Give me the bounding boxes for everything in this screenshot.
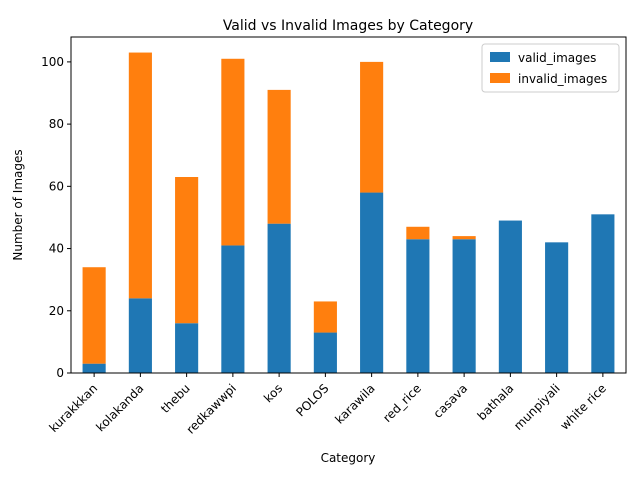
legend: valid_images invalid_images [481, 43, 620, 93]
x-tick-label: munpiyali [511, 381, 563, 433]
bar-valid_images-2 [175, 323, 199, 373]
y-tick-label: 40 [49, 242, 64, 256]
bar-invalid_images-0 [82, 267, 106, 364]
bar-valid_images-4 [267, 223, 291, 373]
y-tick-label: 100 [41, 55, 64, 69]
x-tick-label: kurakkkan [46, 381, 100, 435]
x-tick-label: POLOS [293, 381, 331, 419]
chart-title: Valid vs Invalid Images by Category [223, 18, 473, 34]
bar-valid_images-1 [128, 298, 152, 373]
bar-valid_images-9 [498, 220, 522, 373]
plot-area [82, 52, 615, 373]
y-axis: 0 20 40 60 80 100 [41, 55, 71, 380]
x-tick-label: bathala [475, 381, 517, 423]
bar-valid_images-10 [545, 242, 569, 373]
bar-valid_images-11 [591, 214, 615, 373]
bar-valid_images-7 [406, 239, 430, 373]
y-tick-label: 0 [56, 366, 64, 380]
bar-invalid_images-4 [267, 89, 291, 224]
bar-invalid_images-7 [406, 226, 430, 240]
bar-invalid_images-8 [452, 236, 476, 240]
bar-invalid_images-5 [313, 301, 337, 333]
legend-swatch-invalid_images [490, 73, 510, 83]
bar-valid_images-5 [313, 332, 337, 373]
y-tick-label: 80 [49, 117, 64, 131]
bar-invalid_images-1 [128, 52, 152, 299]
y-tick-label: 60 [49, 179, 64, 193]
bar-valid_images-6 [360, 192, 384, 373]
x-tick-label: kos [261, 381, 285, 405]
plot-frame [70, 36, 627, 374]
legend-swatch-valid_images [490, 52, 510, 62]
legend-label-invalid_images: invalid_images [518, 72, 607, 86]
x-axis-label: Category [321, 451, 376, 465]
bar-invalid_images-2 [175, 177, 199, 324]
y-axis-label: Number of Images [11, 149, 25, 260]
x-tick-label: casava [431, 381, 471, 421]
y-tick-label: 20 [49, 304, 64, 318]
x-tick-label: white rice [557, 381, 609, 433]
x-tick-label: karawila [332, 381, 377, 426]
x-tick-label: thebu [158, 381, 193, 416]
bar-valid_images-0 [82, 363, 106, 373]
bar-invalid_images-6 [360, 61, 384, 193]
x-tick-label: red_rice [380, 381, 424, 425]
legend-box [481, 43, 620, 93]
x-tick-label: redkawwpi [184, 381, 239, 436]
bar-valid_images-3 [221, 245, 245, 373]
x-tick-label: kolakanda [93, 381, 146, 434]
legend-label-valid_images: valid_images [518, 51, 596, 65]
bar-invalid_images-3 [221, 58, 245, 246]
bar-valid_images-8 [452, 239, 476, 373]
